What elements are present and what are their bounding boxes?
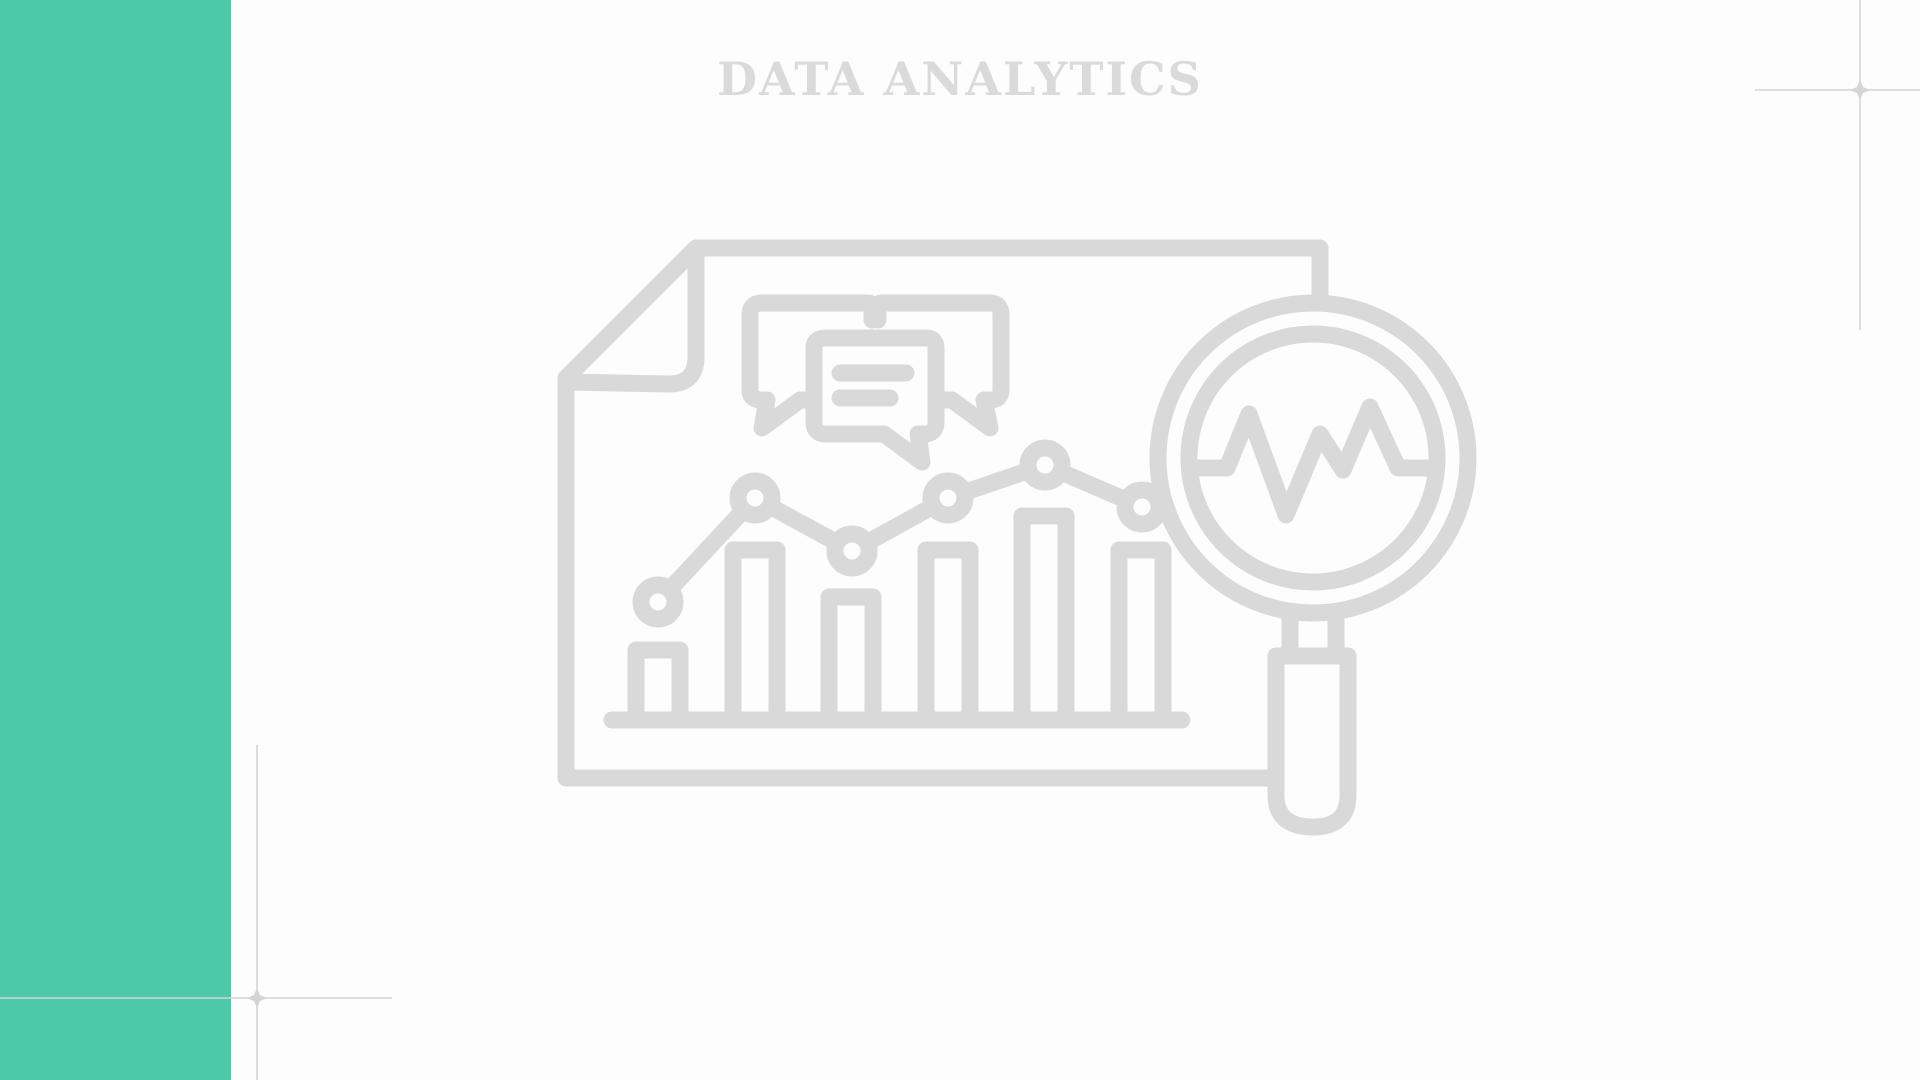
slide-title: DATA ANALYTICS xyxy=(717,52,1203,106)
chat-bubbles-icon xyxy=(741,294,1010,471)
document-icon xyxy=(557,239,1329,787)
magnifying-glass-icon xyxy=(1149,294,1477,836)
accent-side-band xyxy=(0,0,231,1080)
bar-chart-icon xyxy=(603,507,1191,729)
pulse-wave-icon xyxy=(1188,398,1437,524)
line-chart-icon xyxy=(632,439,1168,628)
